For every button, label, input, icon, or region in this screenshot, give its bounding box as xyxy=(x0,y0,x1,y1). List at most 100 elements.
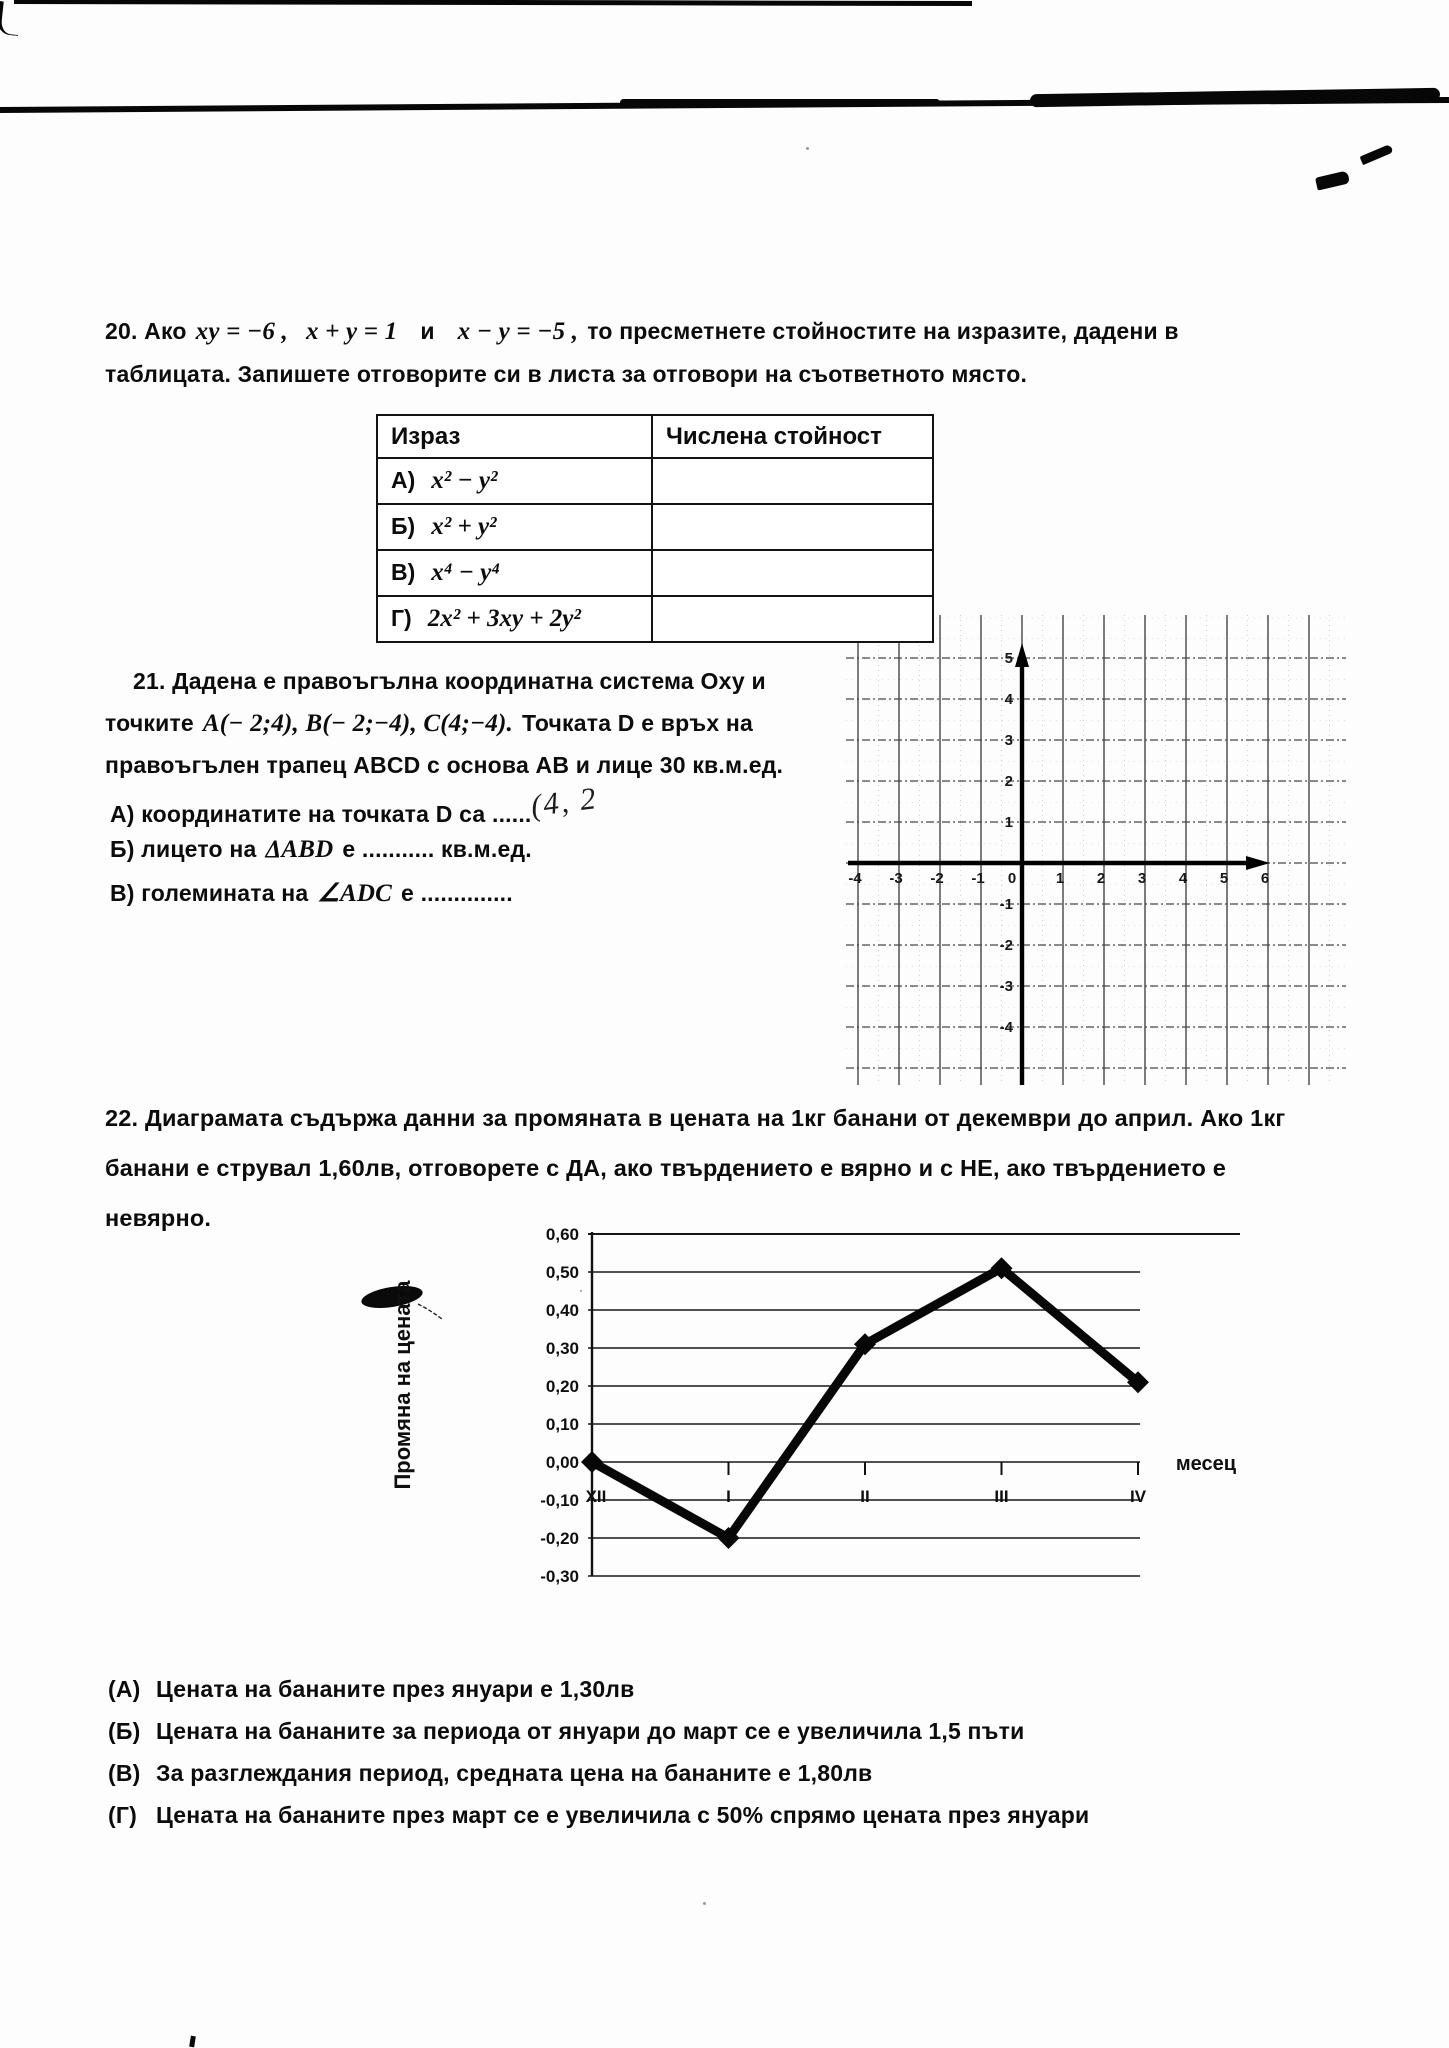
svg-text:II: II xyxy=(860,1487,869,1506)
svg-text:-1: -1 xyxy=(971,870,984,887)
scan-speck-3 xyxy=(580,1290,582,1292)
svg-text:XII: XII xyxy=(586,1487,607,1506)
option-b: (Б) Цената на бананите за периода от януа… xyxy=(108,1718,1024,1745)
q20-math-3: x − y = −5 , xyxy=(457,318,579,345)
svg-text:0,20: 0,20 xyxy=(546,1377,579,1396)
svg-text:5: 5 xyxy=(1005,650,1013,667)
svg-text:-2: -2 xyxy=(930,870,943,887)
svg-text:5: 5 xyxy=(1220,870,1228,887)
question-21-item-b: Б) лицето на ΔABD е ........... кв.м.ед. xyxy=(110,836,532,863)
svg-text:месец: месец xyxy=(1176,1453,1237,1475)
question-20-line-1: 20. Ако xy = −6 , x + y = 1 и x − y = −5 , то… xyxy=(105,318,1179,346)
question-21-line-2: точките A(− 2;4), B(− 2;−4), C(4;−4). Точк… xyxy=(105,710,753,738)
row-label: А) xyxy=(391,467,416,493)
q20-tail: то пресметнете стойностите на изразите, … xyxy=(587,318,1179,344)
answer-cell xyxy=(651,503,934,551)
table-header-row: Израз Числена стойност xyxy=(376,414,934,459)
row-expression: 2x² + 3xy + 2y² xyxy=(427,605,581,632)
q20-intro: 20. Ако xyxy=(105,318,187,344)
svg-text:0: 0 xyxy=(1008,870,1016,887)
svg-text:-4: -4 xyxy=(1000,1019,1014,1036)
option-label: (В) xyxy=(108,1760,141,1786)
question-21-item-c: В) големината на ∠ADC е .............. xyxy=(110,880,513,907)
scan-artifact-rule-bump-2 xyxy=(620,99,940,106)
dotted-answer-line: ...... xyxy=(491,801,532,827)
svg-text:2: 2 xyxy=(1005,773,1013,790)
scan-speck-2 xyxy=(703,1902,706,1905)
svg-text:4: 4 xyxy=(1179,870,1188,887)
option-v: (В) За разглеждания период, средната цена… xyxy=(108,1760,872,1787)
pen-mark-1 xyxy=(1314,170,1351,191)
svg-text:1: 1 xyxy=(1005,814,1013,831)
question-22-line-1: 22. Диаграмата съдържа данни за промянат… xyxy=(105,1105,1286,1131)
row-expression: x⁴ − y⁴ xyxy=(431,559,500,586)
option-g: (Г) Цената на бананите през март се е уве… xyxy=(108,1802,1089,1829)
scan-artifact-top-line xyxy=(13,0,973,7)
option-label: (Б) xyxy=(108,1718,141,1744)
row-label: В) xyxy=(391,559,416,585)
q20-and: и xyxy=(420,318,435,344)
pen-mark-2 xyxy=(1359,143,1394,166)
question-20-line-2: таблицата. Запишете отговорите си в лист… xyxy=(105,361,1028,387)
row-label: Б) xyxy=(391,513,416,539)
q21-points-math: A(− 2;4), B(− 2;−4), C(4;−4). xyxy=(202,710,514,737)
option-label: (А) xyxy=(108,1676,141,1702)
question-21-line-3: правоъгълен трапец ABCD с основа AB и ли… xyxy=(105,752,784,778)
svg-text:0,50: 0,50 xyxy=(546,1263,579,1282)
expression-table: Израз Числена стойност А) x² − y² Б) x² + … xyxy=(376,414,934,643)
svg-text:1: 1 xyxy=(1056,870,1064,887)
svg-text:-3: -3 xyxy=(1000,978,1013,995)
q20-math-1: xy = −6 , xyxy=(195,318,288,345)
table-row: Б) x² + y² xyxy=(376,503,934,551)
table-row: А) x² − y² xyxy=(376,457,934,505)
angle-adc-math: ∠ADC xyxy=(317,880,392,907)
svg-text:3: 3 xyxy=(1005,732,1013,749)
svg-text:6: 6 xyxy=(1261,870,1269,887)
row-label: Г) xyxy=(391,605,412,631)
option-a: (А) Цената на бананите през януари е 1,30… xyxy=(108,1676,634,1703)
svg-text:III: III xyxy=(994,1487,1008,1506)
price-change-line-chart: 0,60 0,50 0,40 0,30 0,20 0,10 0,00 -0,10 -0,20 -0… xyxy=(390,1225,1240,1586)
svg-text:0,10: 0,10 xyxy=(546,1415,579,1434)
scan-artifact-bottom-mark xyxy=(189,2035,196,2048)
svg-text:0,60: 0,60 xyxy=(546,1225,579,1244)
option-text: Цената на бананите през март се е увелич… xyxy=(156,1802,1090,1828)
dotted-answer-line: е ........... кв.м.ед. xyxy=(342,836,532,862)
dotted-answer-line: е .............. xyxy=(401,880,513,906)
option-text: Цената на бананите през януари е 1,30лв xyxy=(156,1676,635,1702)
option-text: За разглеждания период, средната цена на… xyxy=(156,1760,873,1786)
svg-text:Промяна на цената: Промяна на цената xyxy=(390,1280,415,1490)
svg-text:-0,20: -0,20 xyxy=(540,1529,579,1548)
svg-text:I: I xyxy=(726,1487,731,1506)
triangle-abd-math: ΔABD xyxy=(265,836,334,863)
question-21-item-a: А) координатите на точката D са ......(4… xyxy=(110,780,599,827)
q21-point-d: Точката D е връх на xyxy=(522,710,753,736)
answer-cell xyxy=(651,595,934,643)
question-21-line-1: 21. Дадена е правоъгълна координатна сис… xyxy=(133,668,766,694)
ink-smudge-artifact xyxy=(361,1285,443,1320)
table-header-expression: Израз xyxy=(376,414,653,459)
row-expression: x² − y² xyxy=(431,467,498,494)
svg-text:IV: IV xyxy=(1130,1487,1147,1506)
svg-text:-0,30: -0,30 xyxy=(540,1567,579,1586)
svg-text:2: 2 xyxy=(1097,870,1105,887)
option-label: (Г) xyxy=(108,1802,137,1828)
table-row: Г) 2x² + 3xy + 2y² xyxy=(376,595,934,643)
handwritten-answer: (4, 2 xyxy=(528,780,599,824)
coordinate-grid-figure: -4 -3 -2 -1 0 1 2 3 4 5 6 5 4 3 2 1 -1 -2 -3 -4 xyxy=(846,615,1346,1085)
q20-math-2: x + y = 1 xyxy=(305,318,398,345)
row-expression: x² + y² xyxy=(431,513,497,540)
svg-text:-1: -1 xyxy=(1000,896,1013,913)
svg-text:-0,10: -0,10 xyxy=(540,1491,579,1510)
question-22-line-3: невярно. xyxy=(105,1205,212,1231)
svg-text:3: 3 xyxy=(1138,870,1146,887)
svg-text:4: 4 xyxy=(1005,691,1014,708)
q21-points-word: точките xyxy=(105,710,194,736)
svg-text:-3: -3 xyxy=(889,870,902,887)
svg-text:-2: -2 xyxy=(1000,937,1013,954)
table-row: В) x⁴ − y⁴ xyxy=(376,549,934,597)
svg-text:0,30: 0,30 xyxy=(546,1339,579,1358)
svg-text:0,40: 0,40 xyxy=(546,1301,579,1320)
option-text: Цената на бананите за периода от януари … xyxy=(156,1718,1025,1744)
